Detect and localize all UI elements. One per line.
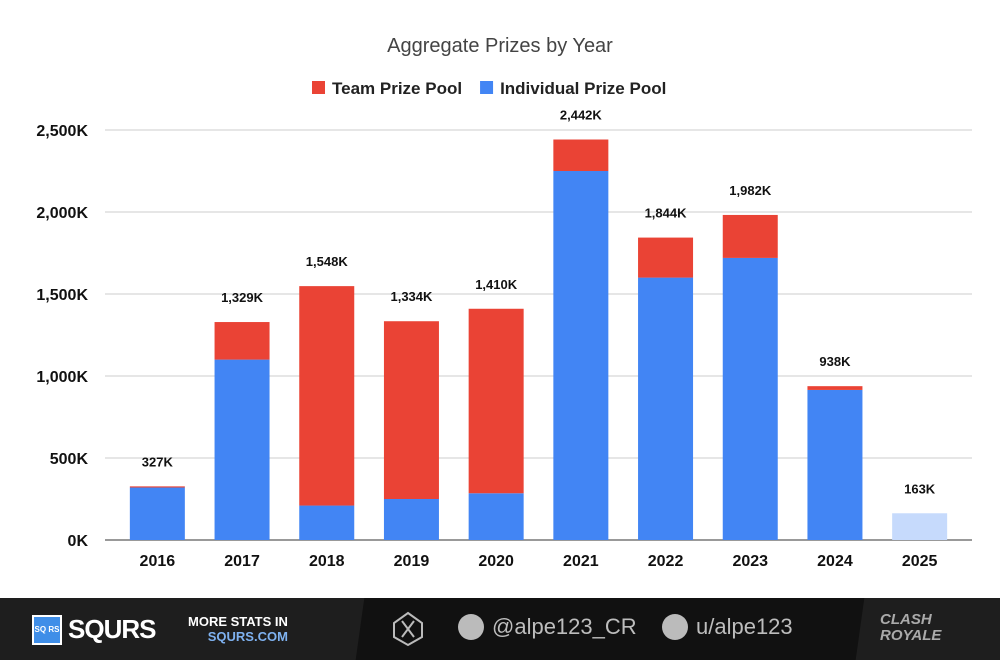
twitter-text: @alpe123_CR [492,614,637,639]
bar-individual-2022 [638,277,694,540]
twitter-handle[interactable]: @alpe123_CR [458,614,637,640]
bar-team-2018 [299,286,355,506]
total-label-2018: 1,548K [306,254,349,269]
x-tick-label: 2023 [732,553,768,570]
more-stats-link[interactable]: MORE STATS IN SQURS.COM [188,614,288,644]
clash-royale-logo: CLASH ROYALE [880,612,970,644]
x-tick-label: 2021 [563,553,599,570]
legend-swatch [480,81,494,94]
x-tick-label: 2018 [309,553,345,570]
reddit-text: u/alpe123 [696,614,793,639]
creator-logo-icon [392,611,424,647]
bar-individual-2023 [722,257,778,540]
total-label-2023: 1,982K [729,183,772,198]
squrs-brand[interactable]: SQ RS SQURS [32,614,156,645]
x-tick-label: 2020 [478,553,514,570]
bar-individual-2017 [214,359,270,540]
total-label-2019: 1,334K [390,289,433,304]
chart-title: Aggregate Prizes by Year [387,35,613,57]
logo-text: SQ RS [34,625,60,634]
more-stats-line1: MORE STATS IN [188,614,288,629]
bar-individual-2019 [383,499,439,540]
squrs-logo-icon: SQ RS [32,614,62,645]
bars [129,139,948,540]
reddit-icon [662,614,688,640]
twitter-icon [458,614,484,640]
bar-team-2016 [129,486,185,488]
y-tick-label: 1,000K [36,369,88,386]
y-tick-label: 500K [50,451,89,468]
x-tick-label: 2024 [817,553,853,570]
total-label-2017: 1,329K [221,290,264,305]
stacked-bar-chart: Aggregate Prizes by Year Team Prize Pool… [36,35,972,570]
y-tick-label: 2,500K [36,123,88,140]
more-stats-line2: SQURS.COM [207,629,288,644]
bar-individual-2025 [892,513,948,540]
y-tick-label: 0K [68,533,89,550]
footer: SQ RS SQURS MORE STATS IN SQURS.COM @alp… [0,598,1000,660]
reddit-handle[interactable]: u/alpe123 [662,614,793,640]
bar-individual-2016 [129,487,185,540]
x-tick-label: 2017 [224,553,260,570]
legend: Team Prize Pool Individual Prize Pool [312,79,666,98]
game-logo-text: CLASH ROYALE [880,611,942,644]
x-tick-label: 2022 [648,553,684,570]
brand-name: SQURS [68,614,156,644]
total-label-2016: 327K [142,454,174,469]
total-label-2020: 1,410K [475,277,518,292]
bar-individual-2021 [553,171,609,540]
total-label-2024: 938K [819,354,851,369]
bar-team-2019 [383,321,439,499]
y-tick-label: 2,000K [36,205,88,222]
bar-individual-2018 [299,505,355,540]
bar-individual-2020 [468,493,524,540]
bar-team-2020 [468,308,524,494]
bar-team-2017 [214,322,270,360]
legend-label: Individual Prize Pool [500,79,666,98]
y-tick-label: 1,500K [36,287,88,304]
bar-team-2022 [638,237,694,278]
x-tick-label: 2019 [394,553,430,570]
legend-label: Team Prize Pool [332,79,462,98]
total-label-2025: 163K [904,481,936,496]
bar-individual-2024 [807,389,863,540]
bar-team-2021 [553,139,609,171]
x-tick-label: 2016 [140,553,176,570]
bar-team-2024 [807,386,863,390]
labels: 0K 500K 1,000K 1,500K 2,000K 2,500K 327K 2016 1,… [36,108,937,570]
total-label-2021: 2,442K [560,108,603,123]
total-label-2022: 1,844K [645,206,688,221]
x-tick-label: 2025 [902,553,938,570]
bar-team-2023 [722,214,778,258]
legend-swatch [312,81,325,94]
